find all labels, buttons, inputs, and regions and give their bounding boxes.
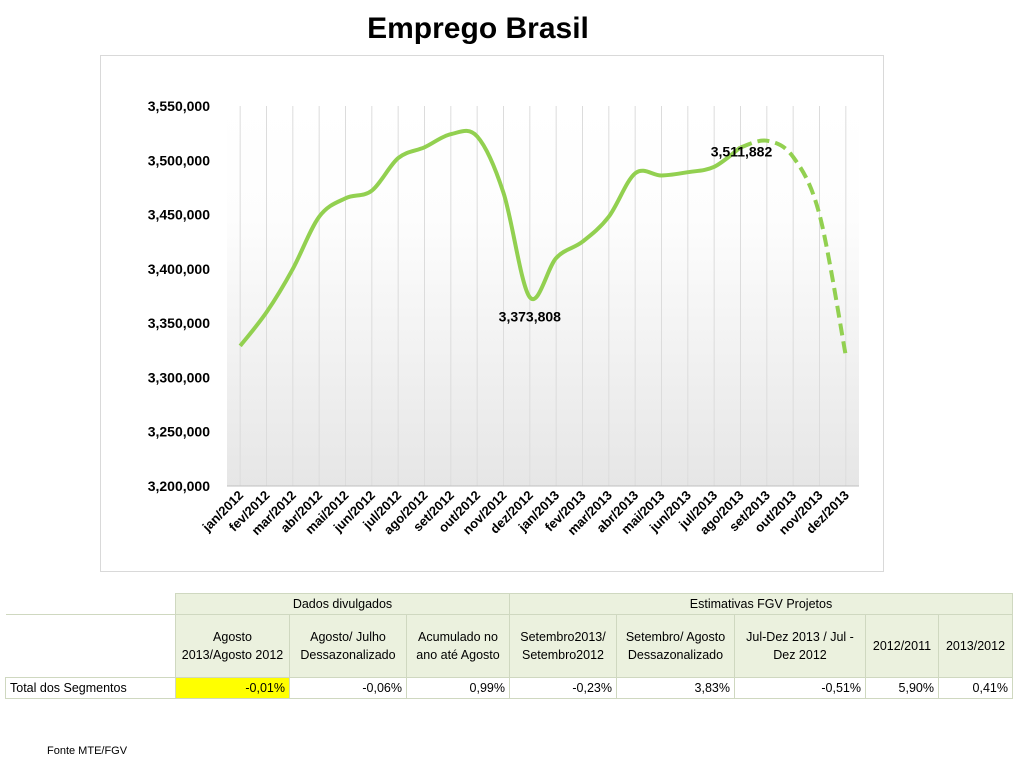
column-header: Jul-Dez 2013 / Jul - Dez 2012 — [734, 614, 866, 678]
column-header: Acumulado no ano até Agosto — [406, 614, 510, 678]
y-tick-label: 3,550,000 — [148, 98, 210, 114]
column-header: 2012/2011 — [865, 614, 939, 678]
column-header: 2013/2012 — [938, 614, 1013, 678]
table-cell: 0,99% — [406, 677, 510, 699]
y-tick-label: 3,400,000 — [148, 261, 210, 277]
data-label: 3,373,808 — [499, 308, 561, 324]
row-label: Total dos Segmentos — [5, 677, 176, 699]
group-header-estimativas: Estimativas FGV Projetos — [509, 593, 1013, 615]
table-corner — [5, 593, 176, 615]
column-header: Agosto 2013/Agosto 2012 — [175, 614, 290, 678]
table-corner-2 — [5, 614, 176, 678]
table-cell: -0,06% — [289, 677, 407, 699]
page-title: Emprego Brasil — [367, 12, 589, 45]
plot-area — [227, 106, 859, 486]
source-note: Fonte MTE/FGV — [47, 745, 128, 757]
y-tick-label: 3,200,000 — [148, 478, 210, 494]
group-header-dados: Dados divulgados — [175, 593, 510, 615]
y-tick-label: 3,350,000 — [148, 315, 210, 331]
table-row: Total dos Segmentos -0,01% -0,06% 0,99% … — [5, 677, 1013, 699]
line-chart: 3,200,000 3,250,000 3,300,000 3,350,000 3,40… — [148, 98, 859, 538]
y-tick-label: 3,500,000 — [148, 152, 210, 168]
column-header: Agosto/ Julho Dessazonalizado — [289, 614, 407, 678]
table-cell: 0,41% — [938, 677, 1013, 699]
column-header: Setembro2013/ Setembro2012 — [509, 614, 617, 678]
table-cell: 5,90% — [865, 677, 939, 699]
table-cell: -0,51% — [734, 677, 866, 699]
series-line-actual — [238, 128, 742, 348]
table-cell: -0,23% — [509, 677, 617, 699]
table-cell-highlighted: -0,01% — [175, 677, 290, 699]
column-header: Setembro/ Agosto Dessazonalizado — [616, 614, 735, 678]
y-tick-label: 3,250,000 — [148, 424, 210, 440]
data-label: 3,511,882 — [711, 143, 773, 159]
y-tick-label: 3,450,000 — [148, 207, 210, 223]
summary-table: Dados divulgados Estimativas FGV Projeto… — [5, 593, 1013, 699]
table-cell: 3,83% — [616, 677, 735, 699]
chart-container: 3,200,000 3,250,000 3,300,000 3,350,000 3,40… — [100, 55, 884, 572]
y-tick-label: 3,300,000 — [148, 369, 210, 385]
series-line-estimate — [739, 138, 848, 357]
